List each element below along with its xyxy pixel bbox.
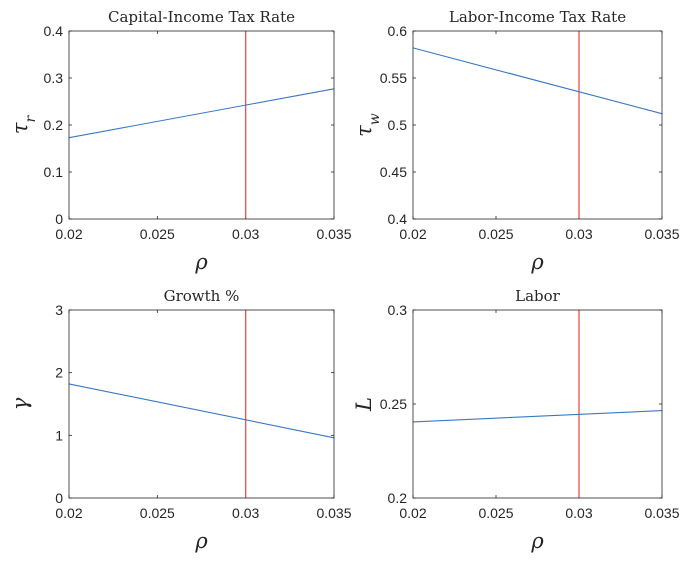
x-tick-label: 0.035 (316, 505, 351, 521)
y-axis-label: τw (352, 113, 383, 137)
x-tick-label: 0.02 (399, 226, 426, 242)
series-line (68, 383, 335, 439)
y-tick-label: 0 (55, 490, 63, 506)
x-tick-label: 0.03 (232, 505, 259, 521)
x-axis-label: ρ (530, 250, 544, 274)
x-tick-label: 0.03 (565, 226, 592, 242)
y-tick-label: 0.2 (388, 490, 408, 506)
x-tick-label: 0.03 (565, 505, 592, 521)
x-tick-label: 0.035 (316, 226, 351, 242)
y-axis-label: τr (8, 115, 39, 135)
plot-frame (412, 309, 663, 499)
plot-frame (412, 30, 663, 220)
plot-frame (68, 30, 335, 220)
x-tick-label: 0.025 (478, 505, 513, 521)
y-tick-label: 2 (55, 365, 63, 381)
chart-panel-2: Labor-Income Tax Rate 0.02 0.025 0.03 0.035 0… (352, 8, 680, 274)
series-line (412, 47, 663, 115)
x-tick-label: 0.02 (55, 226, 82, 242)
x-axis-label: ρ (194, 529, 208, 553)
plot-frame (68, 309, 335, 499)
y-tick-label: 0.4 (388, 211, 408, 227)
x-tick-label: 0.035 (644, 226, 679, 242)
series-line (68, 88, 335, 139)
y-tick-label: 0 (55, 211, 63, 227)
y-tick-label: 0.5 (388, 117, 408, 133)
y-tick-label: 0.45 (380, 164, 407, 180)
x-tick-label: 0.025 (140, 505, 175, 521)
x-tick-label: 0.035 (644, 505, 679, 521)
chart-title: Growth % (164, 287, 240, 305)
y-tick-label: 0.3 (388, 302, 408, 318)
series-line (412, 410, 663, 423)
y-tick-label: 0.1 (44, 164, 64, 180)
x-tick-label: 0.03 (232, 226, 259, 242)
x-tick-label: 0.025 (140, 226, 175, 242)
y-tick-label: 3 (55, 302, 63, 318)
chart-panel-1: Capital-Income Tax Rate 0.02 0.025 0.03 0.03… (8, 8, 352, 274)
y-tick-label: 1 (55, 427, 63, 443)
x-axis-label: ρ (530, 529, 544, 553)
chart-title: Labor-Income Tax Rate (449, 8, 626, 26)
x-tick-label: 0.02 (399, 505, 426, 521)
chart-panel-3: Growth % 0.02 0.025 0.03 0.035 0 1 2 3 ρ γ (8, 287, 352, 553)
chart-title: Labor (515, 287, 561, 305)
x-axis-label: ρ (194, 250, 208, 274)
y-tick-label: 0.3 (44, 70, 64, 86)
y-tick-label: 0.55 (380, 70, 407, 86)
x-tick-label: 0.02 (55, 505, 82, 521)
x-tick-label: 0.025 (478, 226, 513, 242)
y-tick-label: 0.4 (44, 23, 64, 39)
y-tick-label: 0.6 (388, 23, 408, 39)
chart-panel-4: Labor 0.02 0.025 0.03 0.035 0.2 0.25 0.3 ρ L (352, 287, 680, 553)
y-tick-label: 0.2 (44, 117, 64, 133)
chart-title: Capital-Income Tax Rate (108, 8, 295, 26)
y-axis-label: L (352, 397, 376, 412)
y-axis-label: γ (8, 397, 32, 410)
y-tick-label: 0.25 (380, 396, 407, 412)
